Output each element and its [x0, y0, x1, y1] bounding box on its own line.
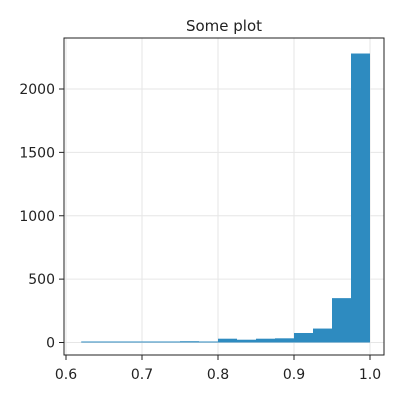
histogram-bar-10 — [275, 338, 294, 343]
x-tick-label-0: 0.6 — [55, 367, 77, 383]
histogram-bar-5 — [180, 341, 199, 343]
chart-title: Some plot — [186, 17, 262, 35]
histogram-bar-3 — [142, 341, 161, 343]
histogram-bar-4 — [161, 341, 180, 343]
plot-frame — [63, 37, 385, 356]
y-tick-label-2: 1000 — [19, 209, 55, 225]
histogram-bar-1 — [104, 341, 123, 343]
x-tick-label-4: 1.0 — [359, 367, 381, 383]
x-tick-label-3: 0.9 — [283, 367, 305, 383]
x-tick-label-1: 0.7 — [131, 367, 153, 383]
histogram-bar-14 — [351, 53, 370, 343]
y-tick-label-0: 0 — [46, 336, 55, 352]
y-tick-label-4: 2000 — [19, 82, 55, 98]
x-axis: 0.6 0.7 0.8 0.9 1.0 — [55, 355, 381, 383]
histogram-bar-9 — [256, 338, 275, 343]
histogram-bar-2 — [123, 341, 142, 343]
histogram-bar-6 — [199, 341, 218, 343]
x-tick-label-2: 0.8 — [207, 367, 229, 383]
y-tick-label-3: 1500 — [19, 145, 55, 161]
histogram-bar-0 — [81, 341, 104, 343]
y-tick-label-1: 500 — [28, 272, 55, 288]
histogram-bar-11 — [294, 332, 313, 343]
y-axis: 0 500 1000 1500 2000 — [19, 82, 64, 352]
histogram-bar-12 — [313, 328, 332, 343]
histogram-bar-13 — [332, 298, 351, 343]
histogram-bars — [81, 53, 370, 343]
histogram-bar-8 — [237, 339, 256, 343]
histogram-bar-7 — [218, 338, 237, 343]
